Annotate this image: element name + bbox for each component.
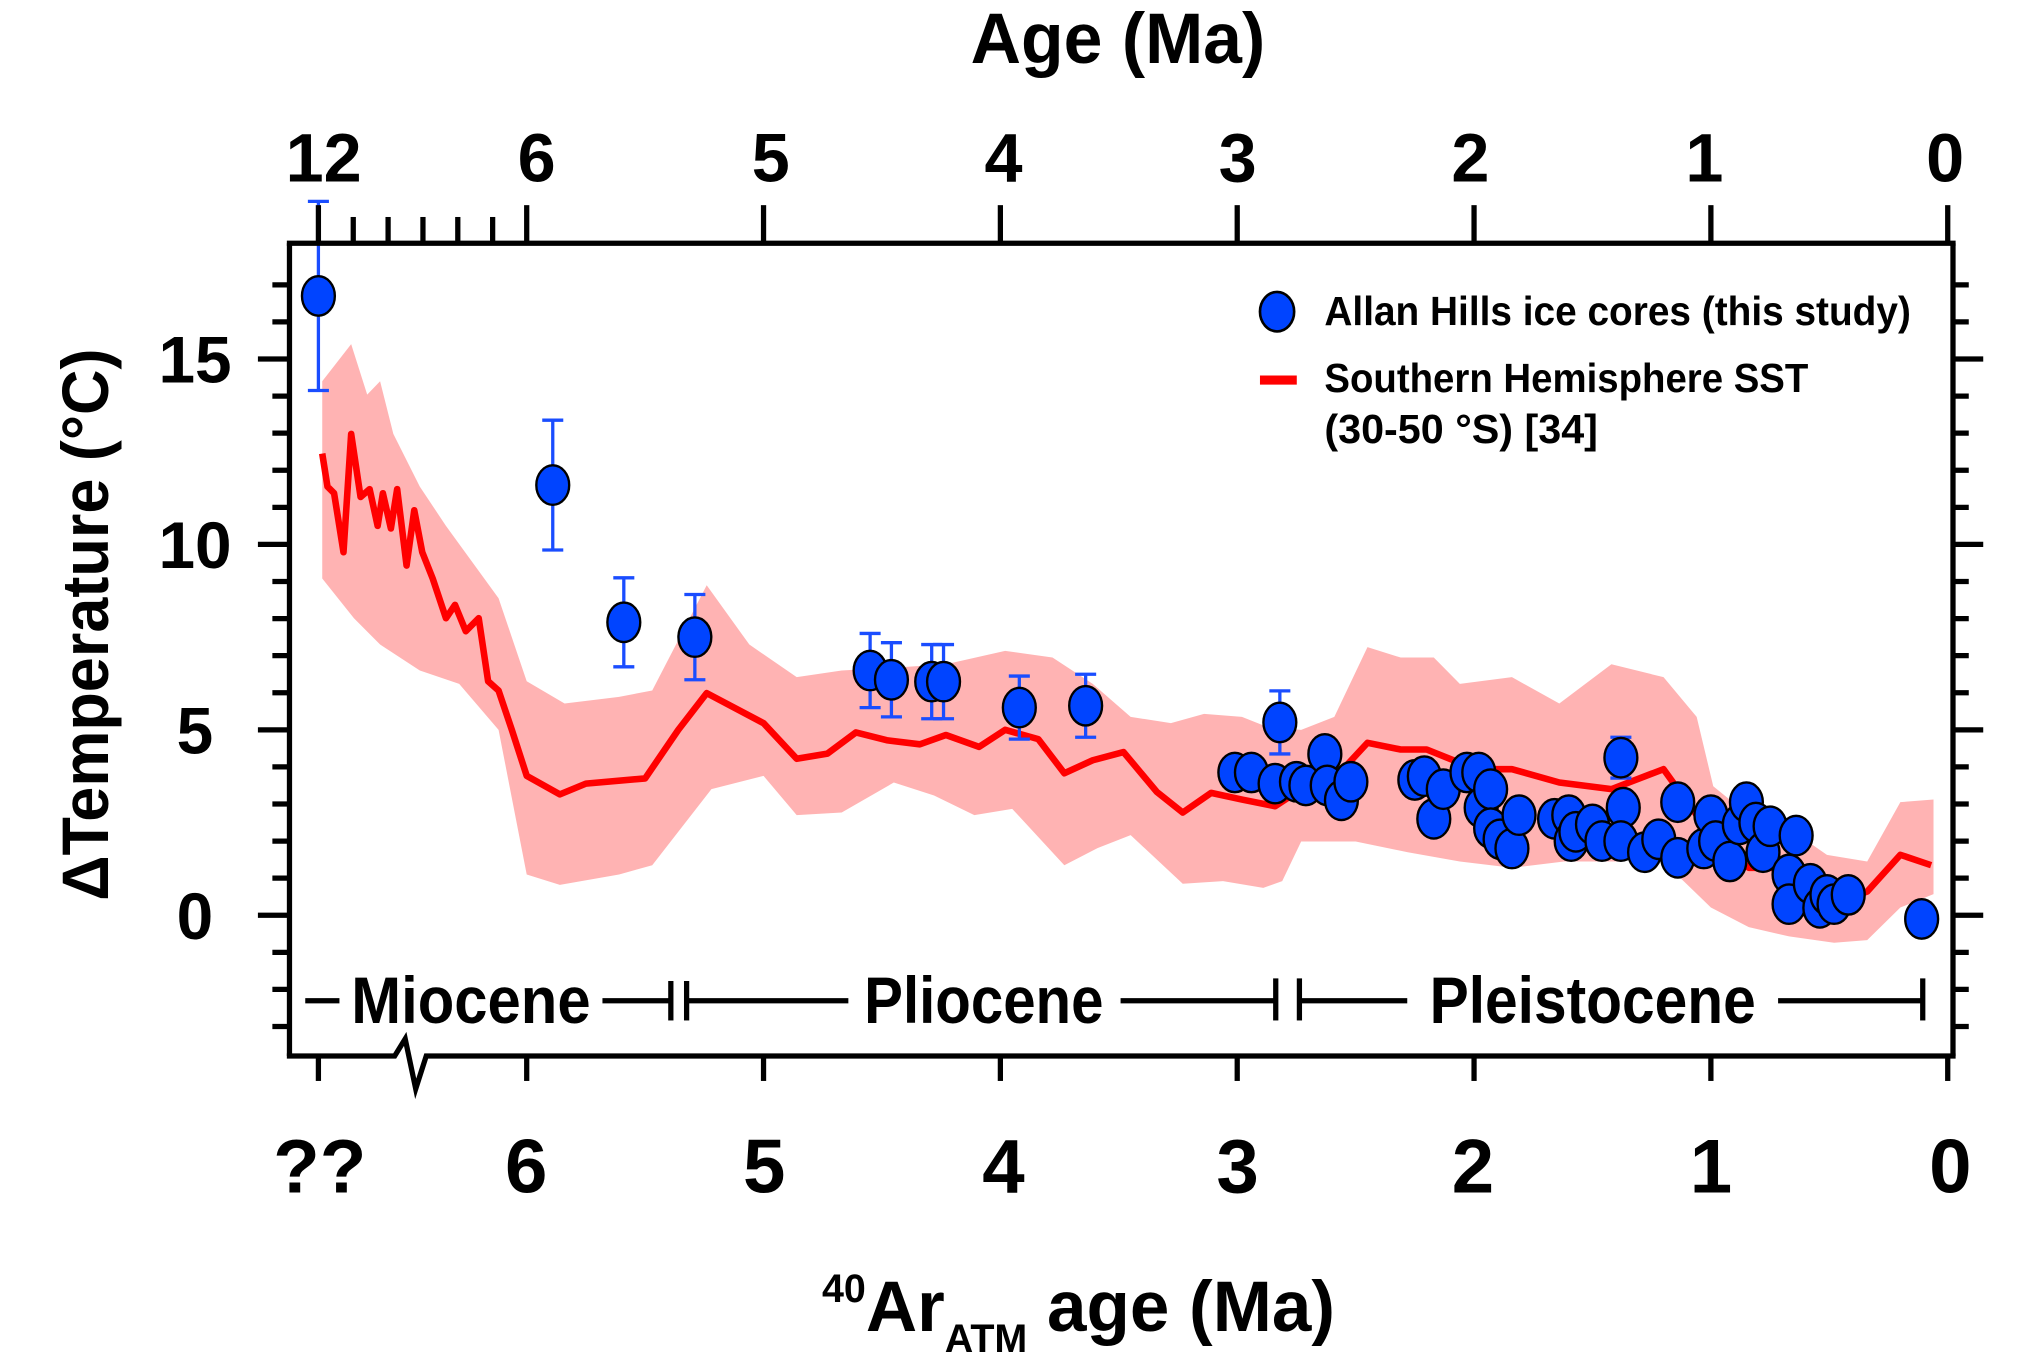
- axes: [257, 205, 1984, 1100]
- data-point: [300, 275, 337, 317]
- x-tick-label: 0: [1929, 1125, 1971, 1210]
- data-point: [1660, 781, 1696, 824]
- sst-uncertainty-band-layer: [322, 344, 1934, 943]
- x-axis-title-rest: age (Ma): [1027, 1268, 1335, 1347]
- epoch-annotations: [305, 978, 1926, 1021]
- data-point: [606, 601, 642, 644]
- sst-uncertainty-band: [322, 344, 1934, 943]
- x-tick-label: 2: [1452, 1125, 1494, 1210]
- top-tick-label: 4: [985, 120, 1023, 196]
- x-tick-label: 5: [743, 1125, 785, 1210]
- epoch-miocene: Miocene: [351, 963, 590, 1037]
- data-point: [1001, 686, 1037, 729]
- x-axis-title-main: Ar: [866, 1268, 945, 1347]
- y-tick-label: 0: [177, 879, 214, 953]
- x-tick-labels: ?? 6 5 4 3 2 1 0: [273, 1125, 1971, 1210]
- data-point: [1603, 736, 1639, 779]
- top-tick-label: 5: [752, 120, 790, 196]
- bottom-axis-line-with-break: [286, 1031, 1956, 1100]
- legend-label-ice-cores: Allan Hills ice cores (this study): [1324, 288, 1911, 334]
- top-tick-label: 1: [1685, 120, 1723, 196]
- legend: Allan Hills ice cores (this study) South…: [1258, 288, 1911, 452]
- top-tick-label: 0: [1926, 120, 1964, 196]
- legend-label-sst: Southern Hemisphere SST: [1324, 355, 1808, 401]
- epoch-pliocene: Pliocene: [864, 963, 1103, 1037]
- sst-line: [318, 430, 1933, 905]
- data-point: [1473, 768, 1509, 811]
- x-axis-title-subscript: ATM: [945, 1317, 1027, 1361]
- data-point: [1333, 760, 1369, 803]
- data-point: [1712, 840, 1748, 883]
- y-axis-title: ΔTemperature (°C): [48, 348, 122, 900]
- data-point: [1904, 898, 1940, 940]
- x-tick-label: ??: [273, 1125, 366, 1210]
- x-axis-title-superscript: 40: [822, 1267, 866, 1311]
- y-tick-label: 15: [158, 323, 231, 397]
- x-tick-label: 1: [1690, 1125, 1732, 1210]
- data-point: [1778, 814, 1814, 857]
- data-point: [1068, 684, 1104, 727]
- data-point: [1262, 701, 1298, 744]
- legend-marker-circle: [1258, 290, 1296, 333]
- top-axis-title: Age (Ma): [971, 0, 1266, 79]
- data-point: [677, 616, 713, 659]
- y-tick-labels: 15 10 5 0: [158, 323, 231, 953]
- data-point: [535, 464, 571, 506]
- data-point: [1830, 873, 1866, 916]
- epoch-pleistocene: Pleistocene: [1430, 963, 1756, 1037]
- x-axis-title: 40ArATM age (Ma): [822, 1267, 1335, 1361]
- top-tick-label: 12: [286, 120, 362, 196]
- x-tick-label: 4: [982, 1125, 1024, 1210]
- top-tick-labels: 12 6 5 4 3 2 1 0: [286, 120, 1964, 196]
- y-tick-label: 10: [158, 508, 231, 582]
- data-point: [873, 658, 910, 701]
- sst-line-layer: [318, 430, 1933, 905]
- y-tick-label: 5: [177, 694, 214, 768]
- x-tick-label: 3: [1216, 1125, 1258, 1210]
- top-tick-label: 6: [518, 120, 556, 196]
- data-point: [1501, 794, 1537, 837]
- top-tick-label: 3: [1219, 120, 1257, 196]
- x-tick-label: 6: [505, 1125, 547, 1210]
- legend-label-sst-2: (30-50 °S) [34]: [1324, 406, 1598, 452]
- ice-core-points-layer: [300, 199, 1940, 940]
- data-point: [925, 660, 962, 703]
- top-tick-label: 2: [1451, 120, 1489, 196]
